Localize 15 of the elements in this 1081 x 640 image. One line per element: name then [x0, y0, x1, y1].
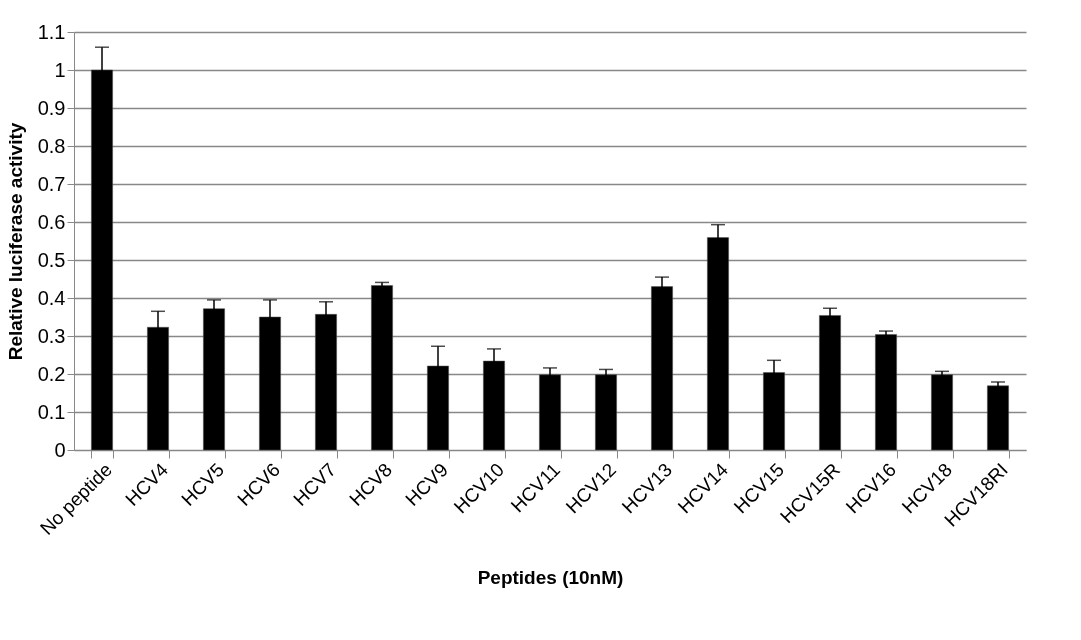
y-tick-label: 0: [54, 438, 66, 461]
y-tick-label: 0.8: [37, 134, 66, 157]
y-tick-label: 0.5: [37, 248, 66, 271]
y-tick-label: 0.2: [37, 362, 66, 385]
y-tick-label: 0.9: [37, 96, 66, 119]
y-tick-label: 0.1: [37, 400, 66, 423]
y-tick-label: 0.4: [37, 286, 66, 309]
bar: [595, 374, 617, 451]
y-tick-label: 0.3: [37, 324, 66, 347]
y-tick-label: 0.7: [37, 172, 66, 195]
y-tick-label: 0.6: [37, 210, 66, 233]
y-tick-label: 1.1: [37, 20, 66, 43]
y-tick-label: 1: [54, 58, 66, 81]
x-axis-title: Peptides (10nM): [477, 566, 624, 588]
y-axis-title: Relative luciferase activity: [4, 122, 26, 361]
